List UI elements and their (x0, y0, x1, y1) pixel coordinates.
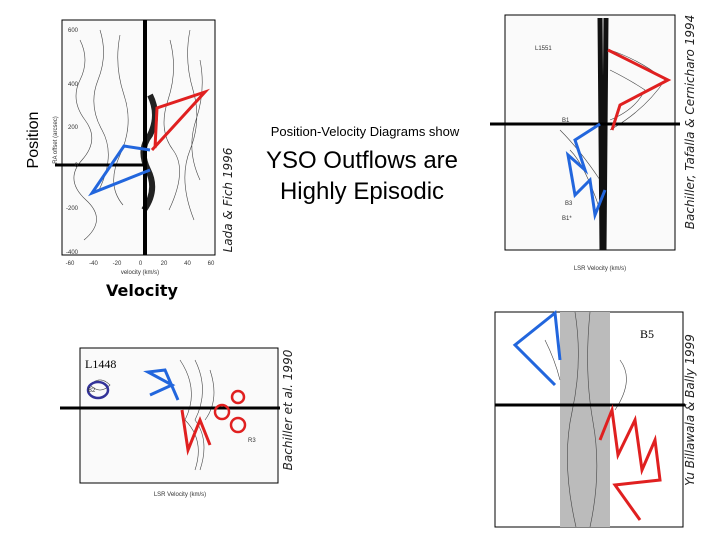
panel-3: L1448 B2 R3 LSR Velocity (km/s) Bachille… (60, 347, 295, 498)
blue-lobe (565, 122, 607, 221)
y-tick-label: 200 (68, 125, 79, 131)
x-tick-label: 0 (139, 261, 143, 267)
axis-title: Position (25, 112, 42, 169)
x-tick-label: -60 (66, 261, 75, 267)
x-label: velocity (km/s) (121, 270, 159, 276)
blue-lobe (512, 310, 562, 387)
x-tick-label: -40 (89, 261, 98, 267)
panel-2: L1551 B1 B3 B1* LSR Velocity (km/s) Bach… (490, 14, 697, 272)
panel-1: RA offset (arcsec) velocity (km/s) Lada … (53, 19, 235, 276)
plot-label: B1 (562, 118, 570, 124)
blue-lobe (143, 368, 180, 401)
red-lobe (598, 404, 662, 521)
plot-frame (61, 19, 216, 256)
panel-4: B5 Yu Billawala & Bally 1999 (494, 310, 697, 528)
citation: Yu Billawala & Bally 1999 (683, 334, 697, 486)
plot-label: B2 (88, 388, 96, 394)
y-tick-label: -200 (66, 206, 79, 212)
title-line: YSO Outflows are (266, 147, 458, 174)
axis-title: Velocity (106, 281, 178, 300)
red-knot (230, 389, 246, 405)
outflow-core (597, 17, 609, 251)
x-tick-label: -20 (113, 261, 122, 267)
y-tick-label: 400 (68, 82, 79, 88)
x-label: LSR Velocity (km/s) (154, 492, 206, 498)
y-tick-label: 600 (68, 28, 79, 34)
plot-label: B3 (565, 201, 573, 207)
plot-frame (504, 14, 676, 251)
contours (73, 29, 203, 241)
contours (89, 359, 215, 471)
x-tick-label: 60 (208, 261, 215, 267)
citation: Bachiller et al. 1990 (281, 349, 295, 470)
title-line: Highly Episodic (280, 178, 444, 205)
red-lobe (180, 409, 212, 456)
y-tick-label: -400 (66, 250, 79, 256)
red-lobe (607, 48, 672, 131)
x-tick-label: 20 (161, 261, 168, 267)
plot-label: R3 (248, 438, 256, 444)
plot-label: B5 (640, 327, 654, 341)
plot-label: B1* (562, 216, 572, 222)
x-tick-label: 40 (184, 261, 191, 267)
plot-label: L1551 (535, 46, 552, 52)
plot-frame (79, 347, 279, 484)
subtitle: Position-Velocity Diagrams show (271, 124, 460, 139)
red-lobe (150, 88, 210, 152)
red-knot (229, 416, 247, 434)
shaded-band (560, 312, 610, 527)
y-tick-label: 0 (75, 163, 79, 169)
citation: Bachiller, Tafalla & Cernicharo 1994 (683, 15, 697, 229)
x-label: LSR Velocity (km/s) (574, 266, 626, 272)
citation: Lada & Fich 1996 (221, 147, 235, 252)
y-label: RA offset (arcsec) (53, 116, 59, 164)
contours (544, 311, 627, 528)
blue-knot (86, 380, 110, 400)
plot-label: L1448 (85, 357, 116, 371)
red-knot (213, 403, 231, 421)
blue-lobe (88, 144, 151, 197)
